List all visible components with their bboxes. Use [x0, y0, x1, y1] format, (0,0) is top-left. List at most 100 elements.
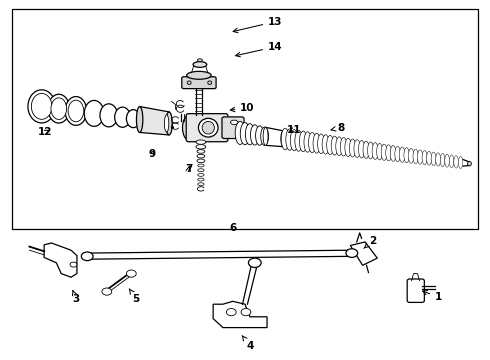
- Ellipse shape: [399, 147, 405, 162]
- Ellipse shape: [341, 138, 347, 156]
- Polygon shape: [140, 107, 169, 135]
- Ellipse shape: [322, 135, 329, 154]
- Ellipse shape: [31, 93, 52, 119]
- Ellipse shape: [372, 143, 378, 159]
- Ellipse shape: [48, 94, 70, 123]
- Ellipse shape: [245, 124, 254, 145]
- Ellipse shape: [166, 112, 172, 135]
- Ellipse shape: [454, 156, 458, 168]
- Ellipse shape: [459, 157, 463, 168]
- Ellipse shape: [261, 127, 269, 145]
- Ellipse shape: [136, 107, 143, 132]
- Text: 1: 1: [423, 291, 442, 302]
- Polygon shape: [350, 242, 377, 265]
- Ellipse shape: [413, 149, 418, 164]
- Ellipse shape: [281, 128, 289, 150]
- Circle shape: [241, 309, 251, 316]
- Ellipse shape: [331, 136, 338, 155]
- Text: 5: 5: [129, 289, 140, 304]
- Ellipse shape: [197, 169, 204, 172]
- Ellipse shape: [281, 131, 286, 147]
- Ellipse shape: [440, 153, 445, 167]
- Ellipse shape: [449, 155, 454, 168]
- Ellipse shape: [197, 183, 204, 186]
- Ellipse shape: [431, 152, 436, 166]
- Circle shape: [70, 262, 77, 267]
- Ellipse shape: [256, 126, 264, 145]
- Ellipse shape: [197, 174, 204, 176]
- Circle shape: [226, 309, 236, 316]
- Ellipse shape: [263, 127, 268, 145]
- Ellipse shape: [363, 141, 369, 158]
- Ellipse shape: [197, 178, 204, 181]
- Circle shape: [102, 288, 112, 295]
- Polygon shape: [213, 301, 267, 328]
- Ellipse shape: [390, 145, 396, 161]
- Ellipse shape: [417, 150, 423, 164]
- Text: 9: 9: [148, 149, 155, 159]
- Ellipse shape: [359, 140, 365, 158]
- Text: 2: 2: [364, 236, 376, 248]
- Ellipse shape: [395, 146, 400, 162]
- Ellipse shape: [51, 98, 67, 120]
- Ellipse shape: [193, 62, 207, 67]
- Ellipse shape: [349, 139, 356, 157]
- Ellipse shape: [230, 120, 238, 125]
- Text: 6: 6: [229, 222, 236, 233]
- Ellipse shape: [327, 135, 334, 154]
- Ellipse shape: [196, 145, 206, 149]
- Circle shape: [346, 249, 358, 257]
- Bar: [12, 9, 478, 229]
- Ellipse shape: [445, 154, 449, 167]
- Ellipse shape: [197, 150, 205, 153]
- FancyBboxPatch shape: [182, 77, 216, 89]
- Ellipse shape: [467, 162, 471, 166]
- Ellipse shape: [286, 129, 294, 150]
- Ellipse shape: [299, 131, 307, 152]
- Ellipse shape: [381, 144, 387, 160]
- Ellipse shape: [187, 81, 191, 85]
- Text: 14: 14: [236, 42, 283, 57]
- Ellipse shape: [197, 59, 202, 62]
- Text: 4: 4: [242, 336, 254, 351]
- Ellipse shape: [250, 125, 259, 145]
- Ellipse shape: [197, 164, 204, 167]
- Ellipse shape: [187, 71, 211, 79]
- Ellipse shape: [295, 130, 302, 151]
- Text: 12: 12: [38, 127, 52, 138]
- FancyBboxPatch shape: [407, 279, 424, 302]
- Ellipse shape: [84, 100, 104, 126]
- Ellipse shape: [28, 90, 55, 123]
- Ellipse shape: [235, 121, 245, 144]
- Ellipse shape: [377, 143, 383, 160]
- Ellipse shape: [368, 142, 374, 159]
- Text: 13: 13: [233, 17, 283, 33]
- Ellipse shape: [68, 100, 84, 122]
- Circle shape: [248, 258, 261, 267]
- Ellipse shape: [291, 130, 298, 151]
- Ellipse shape: [404, 148, 409, 163]
- Ellipse shape: [164, 115, 169, 132]
- Text: 11: 11: [287, 125, 301, 135]
- Ellipse shape: [202, 121, 215, 134]
- Text: 10: 10: [230, 103, 255, 113]
- Ellipse shape: [65, 96, 87, 125]
- Text: 3: 3: [73, 291, 79, 304]
- Ellipse shape: [345, 138, 351, 157]
- FancyBboxPatch shape: [186, 114, 228, 142]
- Circle shape: [126, 270, 136, 277]
- Polygon shape: [44, 243, 77, 277]
- Ellipse shape: [182, 116, 195, 140]
- Ellipse shape: [240, 122, 250, 145]
- Text: 7: 7: [185, 164, 193, 174]
- FancyBboxPatch shape: [222, 117, 244, 139]
- Text: 8: 8: [331, 123, 344, 133]
- Ellipse shape: [309, 132, 316, 153]
- Ellipse shape: [197, 154, 205, 158]
- Ellipse shape: [386, 145, 392, 161]
- Ellipse shape: [100, 104, 118, 127]
- Ellipse shape: [208, 81, 212, 85]
- Circle shape: [81, 252, 93, 261]
- Ellipse shape: [313, 133, 320, 153]
- Ellipse shape: [422, 150, 427, 165]
